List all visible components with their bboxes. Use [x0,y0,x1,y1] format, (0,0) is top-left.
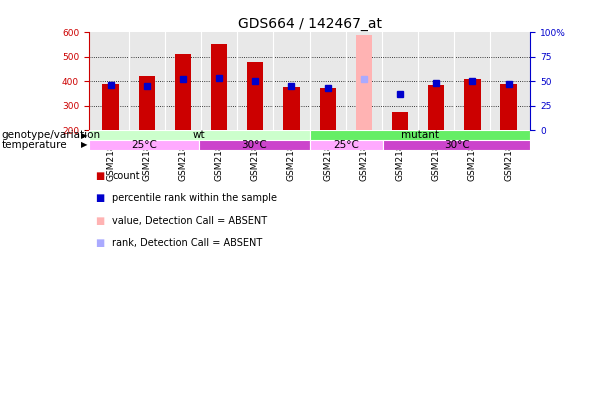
Bar [89,130,310,140]
Bar [383,140,530,150]
Text: percentile rank within the sample: percentile rank within the sample [112,194,277,203]
Bar [89,140,199,150]
Text: 25°C: 25°C [131,140,157,150]
Bar [310,140,383,150]
Text: 25°C: 25°C [333,140,359,150]
Text: wt: wt [193,130,205,140]
Bar [464,79,481,130]
Text: 30°C: 30°C [242,140,267,150]
Bar [356,35,372,130]
Bar [247,62,264,130]
Text: temperature: temperature [1,140,67,150]
Bar [283,87,300,130]
Text: count: count [112,171,140,181]
Bar [211,44,227,130]
Bar [428,85,444,130]
Bar [500,84,517,130]
Bar [319,88,336,130]
Text: genotype/variation: genotype/variation [1,130,101,140]
Text: 30°C: 30°C [444,140,470,150]
Text: value, Detection Call = ABSENT: value, Detection Call = ABSENT [112,216,267,226]
Bar [310,130,530,140]
Bar [139,76,155,130]
Text: ▶: ▶ [81,131,88,140]
Text: ■: ■ [95,194,104,203]
Text: ■: ■ [95,238,104,248]
Text: mutant: mutant [401,130,439,140]
Bar [392,112,408,130]
Bar [199,140,310,150]
Text: ■: ■ [95,216,104,226]
Text: ■: ■ [95,171,104,181]
Text: rank, Detection Call = ABSENT: rank, Detection Call = ABSENT [112,238,262,248]
Title: GDS664 / 142467_at: GDS664 / 142467_at [238,17,381,31]
Text: ▶: ▶ [81,141,88,149]
Bar [102,84,119,130]
Bar [175,54,191,130]
